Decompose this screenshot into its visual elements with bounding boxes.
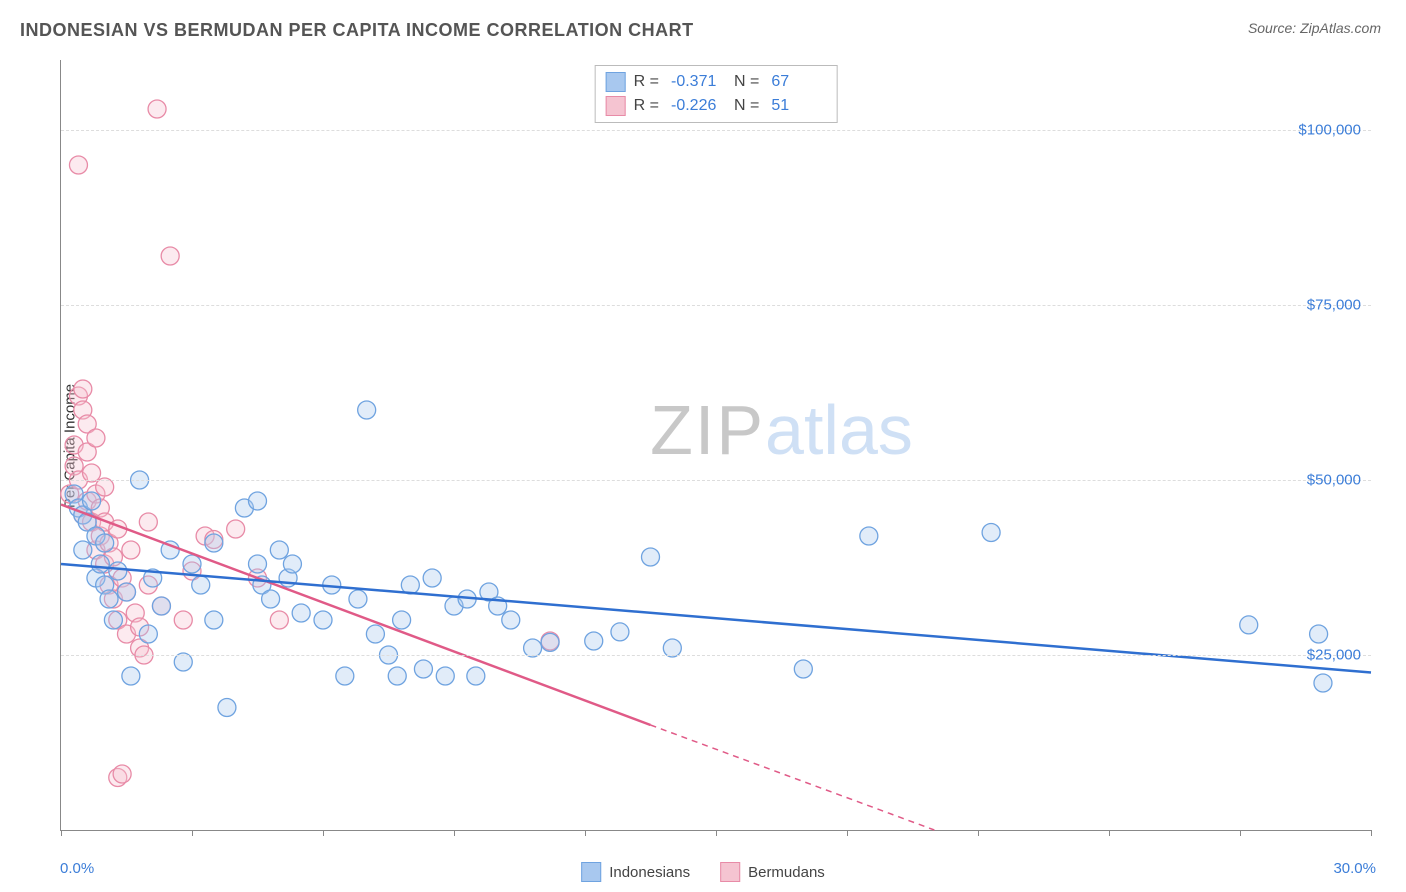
xtick xyxy=(1371,830,1372,836)
scatter-point xyxy=(467,667,485,685)
ytick-label: $25,000 xyxy=(1307,647,1361,664)
scatter-point xyxy=(161,247,179,265)
scatter-point xyxy=(358,401,376,419)
scatter-point xyxy=(96,534,114,552)
scatter-point xyxy=(388,667,406,685)
xtick xyxy=(978,830,979,836)
scatter-point xyxy=(152,597,170,615)
scatter-point xyxy=(1310,625,1328,643)
xtick xyxy=(61,830,62,836)
source-value: ZipAtlas.com xyxy=(1300,20,1381,36)
scatter-point xyxy=(74,541,92,559)
scatter-point xyxy=(87,429,105,447)
legend-swatch-bermudans xyxy=(720,862,740,882)
ytick-label: $75,000 xyxy=(1307,297,1361,314)
x-axis-min-label: 0.0% xyxy=(60,860,94,877)
scatter-point xyxy=(148,100,166,118)
scatter-point xyxy=(192,576,210,594)
scatter-point xyxy=(270,541,288,559)
scatter-point xyxy=(183,555,201,573)
scatter-point xyxy=(205,534,223,552)
gridline-h xyxy=(61,480,1371,481)
scatter-point xyxy=(262,590,280,608)
scatter-point xyxy=(104,611,122,629)
xtick xyxy=(716,830,717,836)
gridline-h xyxy=(61,655,1371,656)
scatter-point xyxy=(69,156,87,174)
scatter-point xyxy=(118,583,136,601)
regression-line-bermudans-ext xyxy=(651,725,935,830)
scatter-point xyxy=(174,611,192,629)
scatter-point xyxy=(860,527,878,545)
scatter-point xyxy=(393,611,411,629)
regression-line-indonesians xyxy=(61,564,1371,673)
plot-svg xyxy=(61,60,1371,830)
regression-line-bermudans xyxy=(61,505,651,726)
source-label: Source: ZipAtlas.com xyxy=(1248,20,1381,36)
xtick xyxy=(323,830,324,836)
plot-area: ZIPatlas R = -0.371 N = 67 R = -0.226 N … xyxy=(60,60,1371,831)
scatter-point xyxy=(74,380,92,398)
scatter-point xyxy=(249,492,267,510)
scatter-point xyxy=(611,623,629,641)
scatter-point xyxy=(113,765,131,783)
scatter-point xyxy=(83,492,101,510)
scatter-point xyxy=(249,555,267,573)
scatter-point xyxy=(218,699,236,717)
scatter-point xyxy=(423,569,441,587)
chart-title: INDONESIAN VS BERMUDAN PER CAPITA INCOME… xyxy=(20,20,694,41)
legend-label-indonesians: Indonesians xyxy=(609,864,690,881)
scatter-point xyxy=(314,611,332,629)
scatter-point xyxy=(642,548,660,566)
scatter-point xyxy=(227,520,245,538)
scatter-point xyxy=(122,541,140,559)
xtick xyxy=(192,830,193,836)
ytick-label: $50,000 xyxy=(1307,472,1361,489)
bottom-legend: Indonesians Bermudans xyxy=(581,862,825,882)
scatter-point xyxy=(1240,616,1258,634)
gridline-h xyxy=(61,130,1371,131)
source-prefix: Source: xyxy=(1248,20,1300,36)
xtick xyxy=(585,830,586,836)
scatter-point xyxy=(91,555,109,573)
scatter-point xyxy=(502,611,520,629)
scatter-point xyxy=(283,555,301,573)
scatter-point xyxy=(336,667,354,685)
x-axis-max-label: 30.0% xyxy=(1333,860,1376,877)
legend-label-bermudans: Bermudans xyxy=(748,864,825,881)
scatter-point xyxy=(292,604,310,622)
xtick xyxy=(1109,830,1110,836)
scatter-point xyxy=(436,667,454,685)
scatter-point xyxy=(794,660,812,678)
legend-swatch-indonesians xyxy=(581,862,601,882)
scatter-point xyxy=(139,513,157,531)
ytick-label: $100,000 xyxy=(1298,122,1361,139)
xtick xyxy=(1240,830,1241,836)
xtick xyxy=(454,830,455,836)
scatter-point xyxy=(366,625,384,643)
scatter-point xyxy=(109,562,127,580)
scatter-point xyxy=(100,590,118,608)
gridline-h xyxy=(61,305,1371,306)
legend-item-indonesians: Indonesians xyxy=(581,862,690,882)
chart-container: INDONESIAN VS BERMUDAN PER CAPITA INCOME… xyxy=(0,0,1406,892)
scatter-point xyxy=(205,611,223,629)
scatter-point xyxy=(982,524,1000,542)
scatter-point xyxy=(349,590,367,608)
legend-item-bermudans: Bermudans xyxy=(720,862,825,882)
scatter-point xyxy=(541,633,559,651)
scatter-point xyxy=(139,625,157,643)
scatter-point xyxy=(122,667,140,685)
xtick xyxy=(847,830,848,836)
scatter-point xyxy=(270,611,288,629)
scatter-point xyxy=(1314,674,1332,692)
scatter-point xyxy=(585,632,603,650)
scatter-point xyxy=(414,660,432,678)
